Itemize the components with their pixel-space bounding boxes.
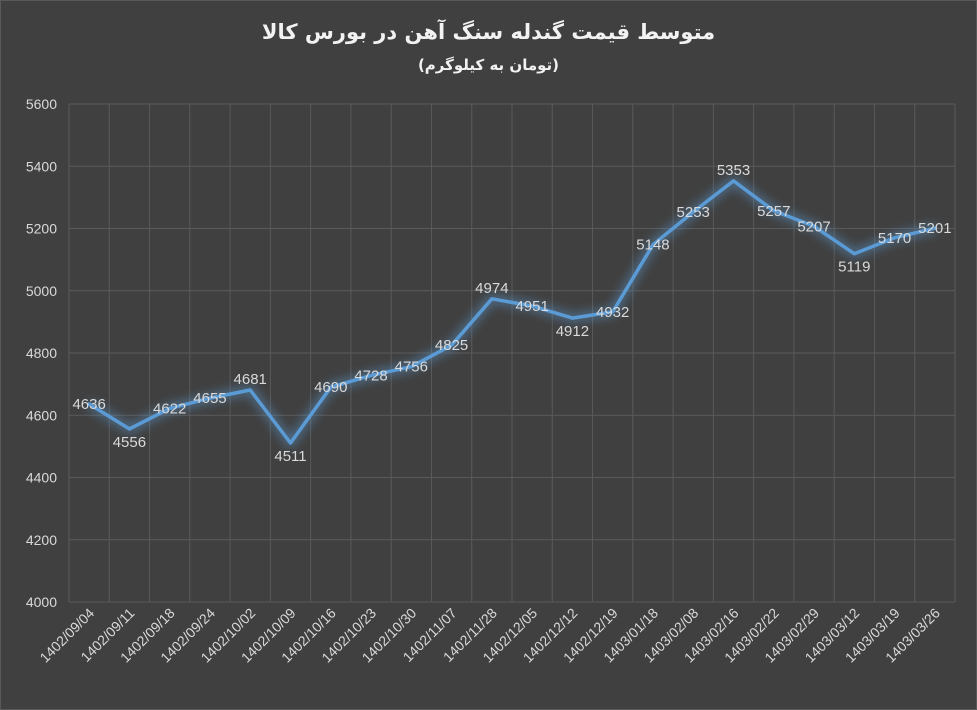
- data-label: 4636: [72, 396, 105, 413]
- data-label: 5353: [717, 162, 750, 179]
- chart-title: متوسط قیمت گندله سنگ آهن در بورس کالا: [261, 20, 716, 44]
- data-label: 5201: [918, 220, 951, 237]
- data-label: 4690: [314, 379, 347, 396]
- y-tick-label: 4200: [26, 532, 57, 548]
- y-tick-label: 4000: [26, 594, 57, 610]
- data-point: [127, 427, 131, 431]
- data-point: [289, 441, 292, 445]
- data-point: [490, 297, 494, 301]
- data-point: [530, 304, 534, 308]
- data-label: 4974: [475, 280, 508, 297]
- data-label: 4622: [153, 400, 186, 417]
- data-label: 5257: [757, 203, 790, 220]
- y-tick-label: 4800: [26, 345, 57, 361]
- data-point: [852, 252, 856, 256]
- data-point: [168, 406, 172, 410]
- data-label: 4681: [234, 371, 267, 388]
- data-label: 4912: [556, 323, 589, 340]
- data-label: 5207: [797, 218, 830, 235]
- data-point: [248, 388, 252, 392]
- data-point: [893, 236, 897, 240]
- y-tick-label: 4400: [26, 470, 57, 486]
- y-tick-label: 5600: [26, 96, 57, 112]
- data-label: 4655: [193, 390, 226, 407]
- chart-subtitle: (تومان به کیلوگرم): [417, 56, 560, 74]
- data-label: 4511: [274, 448, 306, 465]
- y-tick-label: 5400: [26, 158, 57, 174]
- data-point: [450, 343, 454, 347]
- data-point: [369, 373, 373, 377]
- data-point: [570, 316, 574, 320]
- data-label: 5253: [677, 204, 710, 221]
- data-label: 4556: [113, 434, 146, 451]
- data-point: [409, 365, 413, 369]
- data-point: [87, 402, 91, 406]
- data-point: [611, 310, 615, 314]
- data-point: [812, 224, 816, 228]
- data-point: [691, 210, 695, 214]
- y-tick-label: 5000: [26, 283, 57, 299]
- y-tick-label: 5200: [26, 221, 57, 237]
- data-label: 4756: [395, 359, 428, 376]
- data-label: 5119: [838, 259, 870, 276]
- data-point: [208, 396, 212, 400]
- data-label: 4728: [354, 367, 387, 384]
- data-point: [732, 179, 735, 183]
- data-point: [651, 243, 655, 247]
- data-label: 4951: [515, 298, 548, 315]
- data-label: 5170: [878, 230, 911, 247]
- y-tick-label: 4600: [26, 407, 57, 423]
- data-label: 4825: [435, 337, 468, 354]
- data-point: [329, 385, 333, 389]
- data-label: 5148: [636, 237, 669, 254]
- data-point: [933, 226, 937, 230]
- data-point: [772, 209, 776, 213]
- data-label: 4932: [596, 304, 629, 321]
- series-line: [87, 179, 937, 445]
